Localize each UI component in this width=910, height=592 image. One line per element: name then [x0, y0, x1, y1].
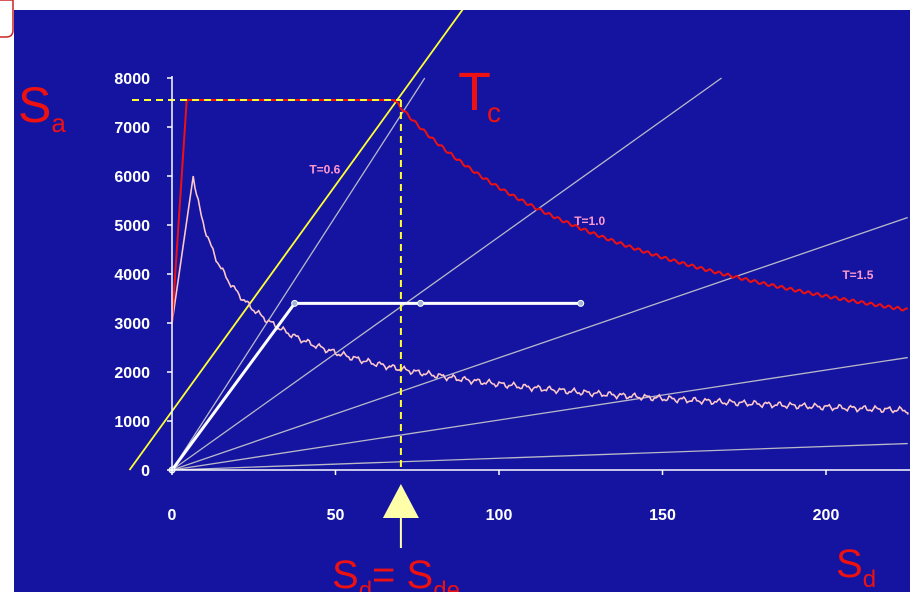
period-label-2: T=1.0: [574, 214, 605, 228]
period-ray-4: [171, 356, 908, 471]
x-tick-label-150: 150: [649, 507, 676, 524]
period-ray-3: [171, 216, 908, 471]
period-label-1: T=0.6: [309, 163, 340, 177]
tangent-line: [128, 10, 464, 471]
y-tick-label-3000: 3000: [114, 316, 150, 333]
y-tick-label-1000: 1000: [114, 414, 150, 431]
period-ray-2: [171, 77, 722, 471]
plot-area: [128, 10, 910, 548]
capacity-point-4: [577, 299, 585, 307]
x-tick-label-0: 0: [168, 507, 177, 524]
y-tick-label-7000: 7000: [114, 120, 150, 137]
x-tick-label-200: 200: [813, 507, 840, 524]
y-axis-label: Sa: [18, 77, 66, 138]
x-tick-label-50: 50: [327, 507, 345, 524]
tc-label: Tc: [458, 62, 501, 128]
y-tick-label-2000: 2000: [114, 365, 150, 382]
demand-marker-arrow: [382, 484, 419, 518]
capacity-point-3: [417, 299, 425, 307]
y-tick-label-4000: 4000: [114, 267, 150, 284]
elastic-spectrum-curve: [171, 99, 909, 324]
corner-badge: [0, 0, 14, 38]
period-ray-1: [171, 77, 426, 471]
x-tick-label-100: 100: [486, 507, 513, 524]
period-labels: T=0.6 T=1.0 T=1.5: [309, 163, 873, 282]
y-tick-label-0: 0: [141, 463, 150, 480]
y-tick-label-8000: 8000: [114, 71, 150, 88]
period-label-3: T=1.5: [842, 268, 873, 282]
period-ray-5: [171, 442, 908, 471]
y-tick-label-6000: 6000: [114, 169, 150, 186]
tick-labels: 0 1000 2000 3000 4000 5000 6000 7000 8000 0 50 100 1…: [114, 71, 839, 524]
sd-equals-sde-label: Sd= Sde: [332, 553, 460, 592]
y-tick-label-5000: 5000: [114, 218, 150, 235]
capacity-curve: [170, 301, 581, 471]
x-axis-label: Sd: [836, 542, 876, 592]
inelastic-spectrum-curve: [171, 175, 909, 415]
chart-background: [14, 10, 910, 592]
capacity-point-2: [291, 299, 299, 307]
